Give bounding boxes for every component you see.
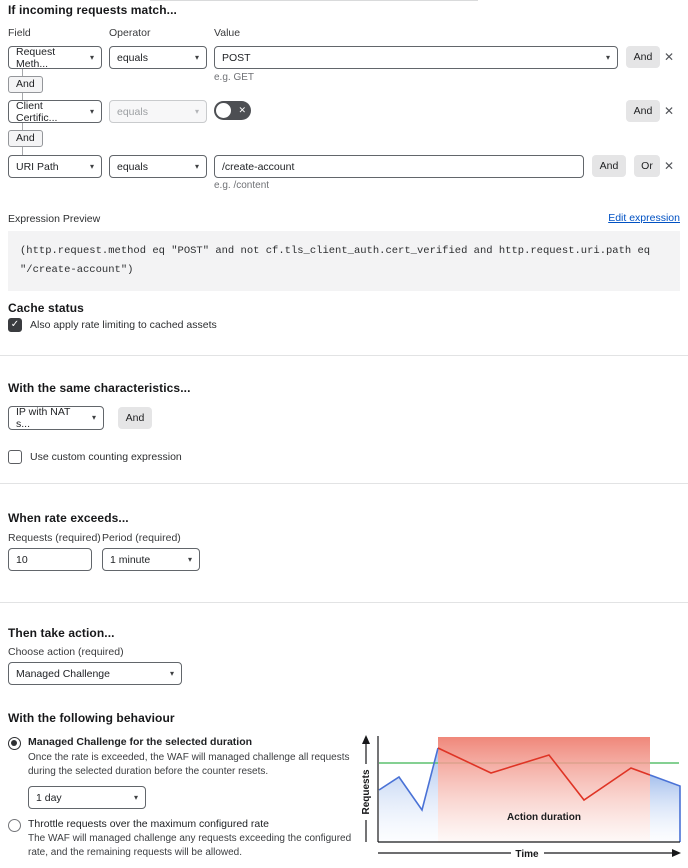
field-select-row1[interactable]: Request Meth... ▾ bbox=[8, 45, 102, 70]
characteristics-and-button[interactable]: And bbox=[118, 407, 152, 429]
toggle-knob bbox=[216, 103, 231, 118]
rate-heading: When rate exceeds... bbox=[8, 511, 129, 525]
action-duration-region bbox=[438, 737, 650, 842]
operator-select-row3-value: equals bbox=[117, 160, 148, 173]
value-helper-row1: e.g. GET bbox=[214, 72, 255, 83]
requests-label: Requests (required) bbox=[8, 532, 101, 544]
connector-and-chip-1: And bbox=[8, 76, 43, 93]
chevron-down-icon: ▾ bbox=[89, 161, 94, 171]
request-line-exceeding bbox=[437, 747, 651, 802]
desc-line: The WAF will managed challenge any reque… bbox=[28, 833, 352, 844]
y-axis-label: Requests bbox=[361, 769, 372, 814]
x-axis-label: Time bbox=[515, 849, 539, 860]
field-select-row3-value: URI Path bbox=[16, 160, 59, 173]
chevron-down-icon: ▾ bbox=[194, 161, 199, 171]
behaviour-option2-desc: The WAF will managed challenge any reque… bbox=[28, 832, 351, 859]
value-toggle-row2[interactable]: ✕ bbox=[214, 101, 251, 120]
operator-column-label: Operator bbox=[109, 27, 151, 39]
cache-checkbox[interactable]: ✓ bbox=[8, 318, 22, 332]
radio-dot bbox=[11, 740, 17, 746]
chevron-down-icon: ▾ bbox=[605, 52, 610, 62]
duration-select-value: 1 day bbox=[36, 791, 62, 804]
requests-input[interactable] bbox=[8, 548, 92, 571]
chevron-down-icon: ▾ bbox=[91, 413, 96, 422]
y-axis-arrow-icon bbox=[362, 735, 370, 744]
chevron-down-icon: ▾ bbox=[89, 52, 94, 62]
chevron-down-icon: ▾ bbox=[169, 668, 174, 678]
match-heading: If incoming requests match... bbox=[8, 3, 177, 17]
section-divider bbox=[0, 483, 688, 484]
add-and-button-row2[interactable]: And bbox=[626, 100, 660, 122]
field-select-row1-value: Request Meth... bbox=[16, 45, 56, 70]
action-select[interactable]: Managed Challenge ▾ bbox=[8, 662, 182, 685]
operator-select-row1[interactable]: equals ▾ bbox=[109, 46, 207, 69]
x-axis-arrow-icon bbox=[672, 849, 681, 857]
operator-select-row3[interactable]: equals ▾ bbox=[109, 155, 207, 178]
field-select-row2-value: Client Certific... bbox=[16, 99, 58, 124]
cache-checkbox-label: Also apply rate limiting to cached asset… bbox=[30, 319, 217, 331]
custom-counting-checkbox[interactable] bbox=[8, 450, 22, 464]
request-line-normal bbox=[378, 747, 439, 812]
field-select-row2[interactable]: Client Certific... ▾ bbox=[8, 99, 102, 124]
check-icon: ✓ bbox=[10, 319, 20, 330]
period-select[interactable]: 1 minute ▾ bbox=[102, 548, 200, 571]
normal-traffic-area bbox=[379, 748, 438, 842]
edit-expression-link[interactable]: Edit expression bbox=[608, 212, 680, 224]
close-icon[interactable]: ✕ bbox=[664, 104, 675, 118]
section-divider bbox=[0, 355, 688, 356]
expression-preview-label: Expression Preview bbox=[8, 213, 101, 225]
add-and-button-row1[interactable]: And bbox=[626, 46, 660, 68]
characteristics-heading: With the same characteristics... bbox=[8, 381, 191, 395]
action-heading: Then take action... bbox=[8, 626, 115, 640]
chevron-down-icon: ▾ bbox=[194, 106, 199, 116]
behaviour-radio-duration[interactable] bbox=[8, 737, 21, 750]
behaviour-option2-title: Throttle requests over the maximum confi… bbox=[28, 818, 270, 830]
behaviour-option1-title: Managed Challenge for the selected durat… bbox=[28, 736, 253, 748]
operator-select-row1-value: equals bbox=[117, 51, 148, 64]
chevron-down-icon: ▾ bbox=[194, 52, 199, 62]
characteristics-select[interactable]: IP with NAT s... ▾ bbox=[8, 406, 104, 430]
close-icon[interactable]: ✕ bbox=[664, 50, 675, 64]
chevron-down-icon: ▾ bbox=[89, 106, 94, 116]
value-helper-row3: e.g. /content bbox=[214, 180, 270, 191]
behaviour-radio-throttle[interactable] bbox=[8, 819, 21, 832]
behaviour-chart: Requests Action duration Time bbox=[361, 735, 681, 860]
duration-select[interactable]: 1 day ▾ bbox=[28, 786, 146, 809]
normal-traffic-area bbox=[650, 775, 680, 842]
action-select-value: Managed Challenge bbox=[16, 667, 110, 680]
toggle-x-icon: ✕ bbox=[238, 105, 246, 115]
operator-select-row2-disabled: equals ▾ bbox=[109, 100, 207, 123]
cropped-element-border bbox=[150, 0, 478, 1]
close-icon[interactable]: ✕ bbox=[664, 159, 675, 173]
add-or-button-row3[interactable]: Or bbox=[634, 155, 660, 177]
section-divider bbox=[0, 602, 688, 603]
behaviour-heading: With the following behaviour bbox=[8, 711, 175, 725]
chevron-down-icon: ▾ bbox=[133, 792, 138, 802]
value-select-row1-value: POST bbox=[222, 51, 251, 64]
operator-select-row2-value: equals bbox=[117, 105, 148, 118]
action-duration-label: Action duration bbox=[507, 812, 581, 823]
chevron-down-icon: ▾ bbox=[187, 554, 192, 564]
behaviour-option1-desc: Once the rate is exceeded, the WAF will … bbox=[28, 751, 349, 778]
add-and-button-row3[interactable]: And bbox=[592, 155, 626, 177]
request-line-normal bbox=[649, 774, 681, 842]
period-select-value: 1 minute bbox=[110, 553, 151, 566]
value-select-row1[interactable]: POST ▾ bbox=[214, 46, 618, 69]
connector-and-chip-2: And bbox=[8, 130, 43, 147]
value-column-label: Value bbox=[214, 27, 241, 39]
characteristics-select-value: IP with NAT s... bbox=[16, 406, 71, 430]
expression-code: (http.request.method eq "POST" and not c… bbox=[8, 231, 680, 291]
desc-line: Once the rate is exceeded, the WAF will … bbox=[28, 752, 350, 763]
desc-line: during the selected duration before the … bbox=[28, 765, 269, 777]
field-column-label: Field bbox=[8, 27, 31, 39]
choose-action-label: Choose action (required) bbox=[8, 646, 124, 658]
custom-counting-label: Use custom counting expression bbox=[30, 451, 182, 463]
desc-line: rate, and the remaining requests will be… bbox=[28, 846, 243, 858]
field-select-row3[interactable]: URI Path ▾ bbox=[8, 155, 102, 178]
cache-heading: Cache status bbox=[8, 301, 84, 315]
period-label: Period (required) bbox=[102, 532, 181, 544]
value-input-row3[interactable] bbox=[214, 155, 584, 178]
